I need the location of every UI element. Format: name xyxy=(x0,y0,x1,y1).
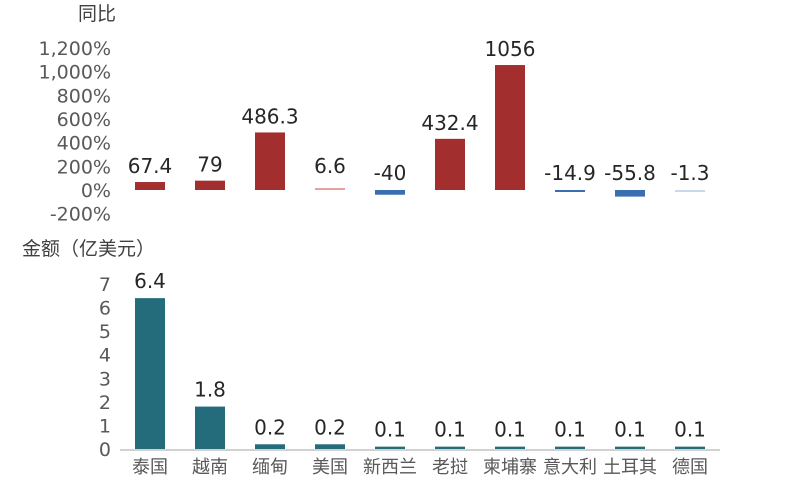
yoy-bar xyxy=(315,188,345,190)
amount-y-tick-label: 5 xyxy=(99,321,111,343)
category-label: 老挝 xyxy=(432,457,468,478)
amount-y-tick-label: 1 xyxy=(99,415,111,437)
yoy-y-tick-label: 400% xyxy=(57,133,111,155)
amount-bar xyxy=(375,446,405,449)
category-label: 土耳其 xyxy=(603,457,657,478)
yoy-axis-title: 同比 xyxy=(78,3,116,25)
yoy-value-label: 67.4 xyxy=(128,154,173,178)
yoy-bar xyxy=(255,132,285,190)
amount-bar xyxy=(495,446,525,449)
amount-y-tick-label: 6 xyxy=(99,298,111,320)
yoy-y-tick-label: -200% xyxy=(50,204,111,226)
yoy-chart: 同比 -200%0%200%400%600%800%1,000%1,200% 6… xyxy=(39,3,710,226)
category-label: 柬埔寨 xyxy=(483,457,537,478)
amount-y-tick-label: 3 xyxy=(99,368,111,390)
yoy-bar xyxy=(135,182,165,190)
yoy-value-labels: 67.4 79 486.3 6.6 -40 432.4 1056 -14.9 -55.8 -1.3 xyxy=(128,37,710,185)
amount-value-label: 6.4 xyxy=(134,269,166,293)
yoy-value-label: -55.8 xyxy=(604,161,656,185)
amount-value-label: 0.1 xyxy=(434,418,466,442)
amount-bar xyxy=(675,446,705,449)
category-label: 新西兰 xyxy=(363,457,417,478)
yoy-value-label: -40 xyxy=(374,161,407,185)
yoy-bars xyxy=(135,65,705,197)
amount-value-label: 0.2 xyxy=(254,415,286,439)
yoy-value-label: 79 xyxy=(197,153,222,177)
amount-bar xyxy=(255,444,285,449)
amount-value-label: 0.1 xyxy=(674,418,706,442)
yoy-y-tick-label: 1,200% xyxy=(39,38,111,60)
yoy-y-tick-label: 800% xyxy=(57,85,111,107)
category-label: 缅甸 xyxy=(252,457,288,478)
amount-value-label: 0.2 xyxy=(314,415,346,439)
yoy-value-label: 432.4 xyxy=(421,111,478,135)
category-label: 泰国 xyxy=(132,457,168,478)
yoy-value-label: 6.6 xyxy=(314,154,346,178)
category-labels: 泰国 越南 缅甸 美国 新西兰 老挝 柬埔寨 意大利 土耳其 德国 xyxy=(132,457,708,478)
yoy-bar xyxy=(675,190,705,192)
yoy-bar xyxy=(375,190,405,195)
category-label: 意大利 xyxy=(543,457,597,478)
amount-value-labels: 6.4 1.8 0.2 0.2 0.1 0.1 0.1 0.1 0.1 0.1 xyxy=(134,269,706,442)
yoy-value-label: 486.3 xyxy=(241,104,298,128)
yoy-y-tick-label: 200% xyxy=(57,156,111,178)
yoy-value-label: -1.3 xyxy=(670,161,709,185)
yoy-value-label: 1056 xyxy=(485,37,536,61)
amount-y-tick-label: 7 xyxy=(99,274,111,296)
amount-bar xyxy=(555,446,585,449)
amount-bar xyxy=(195,406,225,449)
amount-value-label: 0.1 xyxy=(614,418,646,442)
category-label: 德国 xyxy=(672,457,708,478)
yoy-value-label: -14.9 xyxy=(544,161,596,185)
yoy-bar xyxy=(435,138,465,190)
amount-bar xyxy=(435,446,465,449)
amount-y-tick-label: 0 xyxy=(99,439,111,461)
amount-bar xyxy=(315,444,345,449)
amount-value-label: 1.8 xyxy=(194,378,226,402)
yoy-y-ticks: -200%0%200%400%600%800%1,000%1,200% xyxy=(39,38,111,226)
amount-value-label: 0.1 xyxy=(554,418,586,442)
yoy-y-tick-label: 1,000% xyxy=(39,62,111,84)
yoy-bar xyxy=(195,180,225,190)
amount-value-label: 0.1 xyxy=(374,418,406,442)
category-label: 美国 xyxy=(312,457,348,478)
category-label: 越南 xyxy=(192,457,228,478)
yoy-bar xyxy=(615,190,645,197)
amount-bars xyxy=(135,298,705,449)
yoy-bar xyxy=(555,190,585,192)
amount-y-tick-label: 4 xyxy=(99,345,111,367)
yoy-y-tick-label: 600% xyxy=(57,109,111,131)
amount-bar xyxy=(135,298,165,449)
amount-bar xyxy=(615,446,645,449)
amount-axis-title: 金额（亿美元） xyxy=(22,238,155,260)
yoy-y-tick-label: 0% xyxy=(81,180,111,202)
amount-y-tick-label: 2 xyxy=(99,392,111,414)
yoy-bar xyxy=(495,65,525,190)
amount-value-label: 0.1 xyxy=(494,418,526,442)
